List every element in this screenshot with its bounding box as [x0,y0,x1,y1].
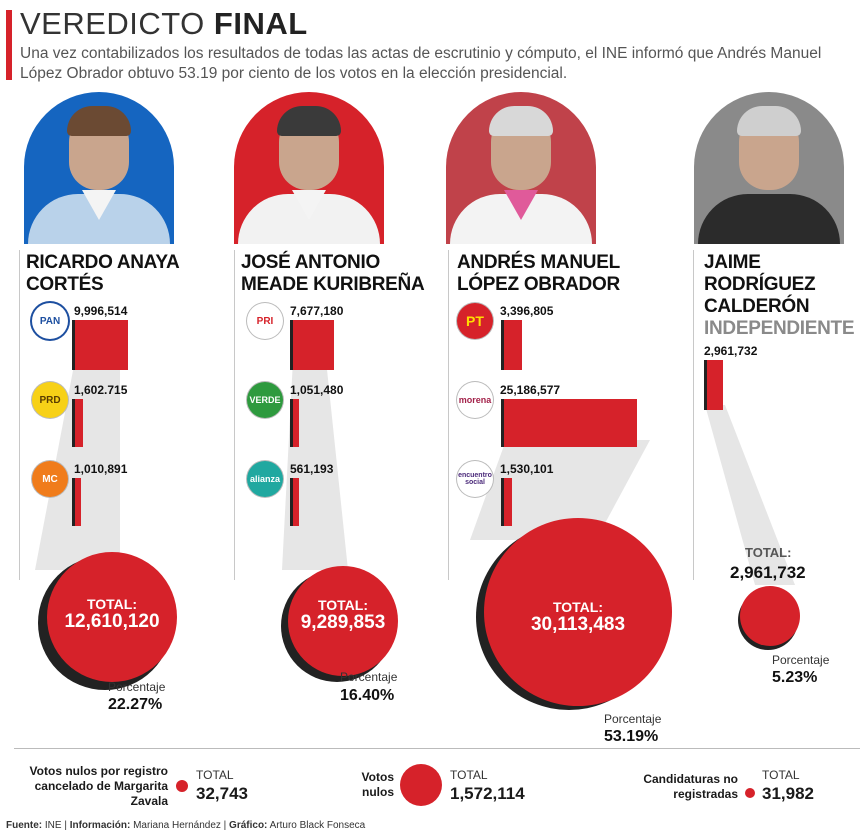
column-divider [693,250,694,580]
pri-logo-icon: PRI [247,303,283,339]
vote-bar [290,399,299,447]
party-label-independiente: INDEPENDIENTE [704,318,855,339]
candidate-name-amlo: ANDRÉS MANUEL LÓPEZ OBRADOR [457,252,620,295]
portrait-hair [737,106,801,136]
pct-label-rodriguez: Porcentaje [772,653,830,667]
other-dot-zavala [176,780,188,792]
other-total-zavala: 32,743 [196,784,248,803]
pt-logo-icon: PT [457,303,493,339]
mc-logo-icon: MC [32,461,68,497]
other-dot-no-registradas [745,788,755,798]
vote-label-pri: 7,677,180 [290,304,344,318]
portrait-body [698,194,840,244]
total-label-rodriguez: TOTAL: [745,545,792,560]
prd-logo-icon: PRD [32,382,68,418]
column-divider [19,250,20,580]
page-title: VEREDICTO FINAL [20,6,308,41]
other-label-no-registradas: Candidaturas no registradas [643,772,738,801]
total-meade: TOTAL: 9,289,853 [300,597,386,633]
bottom-divider [14,748,860,749]
other-label-zavala: Votos nulos por registro cancelado de Ma… [29,764,168,808]
vote-bar [501,399,637,447]
verde-logo-icon: VERDE [247,382,283,418]
portrait-anaya [10,90,188,244]
other-label-nulos: Votos nulos [361,770,394,799]
title-accent-bar [6,10,12,80]
vote-bar [704,360,723,410]
other-total-label-no-registradas: TOTAL [762,768,800,782]
total-value-rodriguez: 2,961,732 [730,563,806,582]
pan-logo-icon: PAN [32,303,68,339]
vote-label-nueva-alianza: 561,193 [290,462,334,476]
vote-label-pan: 9,996,514 [74,304,128,318]
vote-label-independiente: 2,961,732 [704,344,758,358]
vote-bar [501,478,512,526]
vote-label-morena: 25,186,577 [500,383,561,397]
total-circle-meade [288,566,398,676]
total-circle-rodriguez [740,586,800,646]
vote-bar [290,320,334,370]
vote-label-encuentro-social: 1,530,101 [500,462,554,476]
morena-logo-icon: morena [457,382,493,418]
pct-value-rodriguez: 5.23% [772,669,818,686]
vote-bar [72,399,83,447]
vote-bar [72,478,81,526]
total-circle-anaya [47,552,177,682]
portrait-amlo [432,90,610,244]
other-total-label-zavala: TOTAL [196,768,234,782]
page-subtitle: Una vez contabilizados los resultados de… [20,45,822,82]
pct-value-meade: 16.40% [340,687,395,704]
vote-label-pt: 3,396,805 [500,304,554,318]
vote-label-mc: 1,010,891 [74,462,128,476]
vote-label-verde: 1,051,480 [290,383,344,397]
pct-label-meade: Porcentaje [340,670,398,684]
portrait-hair [67,106,131,136]
encuentro-social-logo-icon: encuentro social [457,461,493,497]
other-total-nulos: 1,572,114 [450,784,525,803]
pct-label-anaya: Porcentaje [108,680,166,694]
column-divider [234,250,235,580]
portrait-rodriguez [680,90,858,244]
vote-bar [72,320,128,370]
candidate-name-anaya: RICARDO ANAYA CORTÉS [26,252,180,295]
total-amlo: TOTAL: 30,113,483 [530,599,626,635]
portrait-hair [489,106,553,136]
column-divider [448,250,449,580]
candidate-name-rodriguez: JAIME RODRÍGUEZ CALDERÓN INDEPENDIENTE [704,252,855,339]
portrait-meade [220,90,398,244]
other-total-label-nulos: TOTAL [450,768,488,782]
other-dot-nulos [400,764,442,806]
vote-bar [501,320,522,370]
portrait-hair [277,106,341,136]
total-circle-amlo [484,518,672,706]
pct-value-anaya: 22.27% [108,696,163,713]
other-total-no-registradas: 31,982 [762,784,814,803]
credits: Fuente: INE | Información: Mariana Herná… [6,820,366,831]
nueva-alianza-logo-icon: alianza [247,461,283,497]
candidate-name-meade: JOSÉ ANTONIO MEADE KURIBREÑA [241,252,425,295]
vote-bar [290,478,299,526]
pct-label-amlo: Porcentaje [604,712,662,726]
pct-value-amlo: 53.19% [604,728,659,745]
total-anaya: TOTAL: 12,610,120 [64,596,160,632]
vote-label-prd: 1,602.715 [74,383,128,397]
